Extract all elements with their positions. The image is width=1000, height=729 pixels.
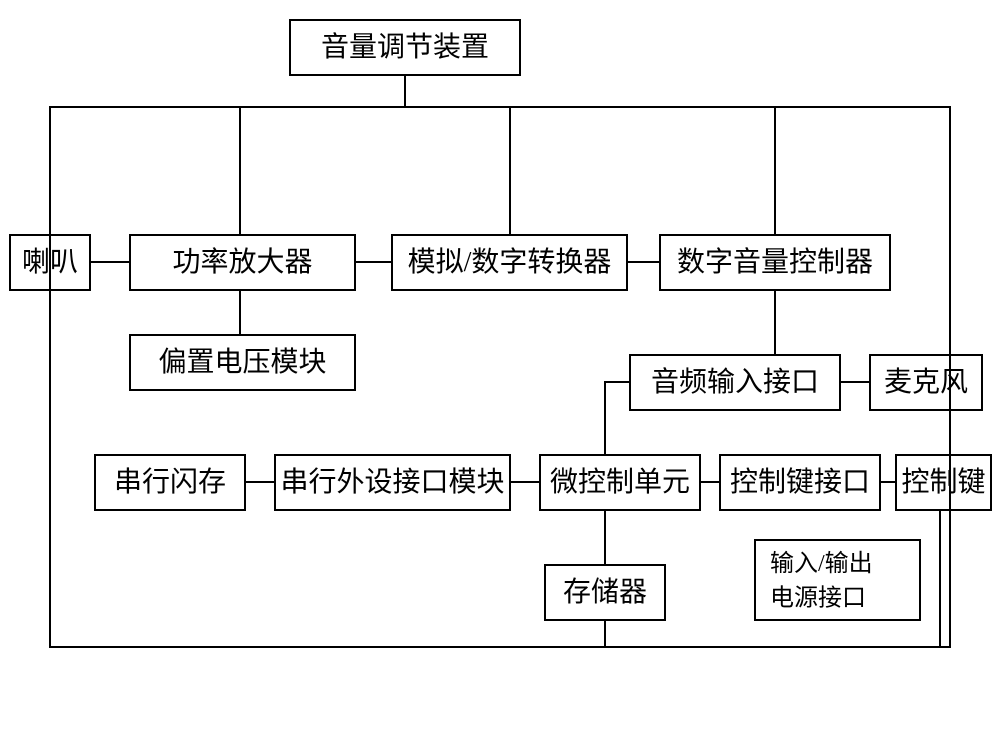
- node-dvc: 数字音量控制器: [660, 235, 890, 290]
- node-memory: 存储器: [545, 565, 665, 620]
- node-spi: 串行外设接口模块: [275, 455, 510, 510]
- node-label: 微控制单元: [550, 466, 690, 498]
- node-label: 存储器: [563, 576, 647, 608]
- node-label: 偏置电压模块: [158, 346, 326, 378]
- node-serial_flash: 串行闪存: [95, 455, 245, 510]
- node-label: 控制键: [901, 466, 985, 498]
- node-volume_device: 音量调节装置: [290, 20, 520, 75]
- node-label: 数字音量控制器: [677, 246, 873, 278]
- node-label: 模拟/数字转换器: [408, 246, 612, 278]
- node-mic: 麦克风: [870, 355, 982, 410]
- block-diagram: 音量调节装置喇叭 功率放大器 模拟/数字转换器 数字音量控制器偏置电压模块音频输入接口…: [0, 0, 1000, 729]
- node-label: 串行闪存: [114, 466, 226, 498]
- node-power_amp: 功率放大器: [130, 235, 355, 290]
- node-adc: 模拟/数字转换器: [392, 235, 627, 290]
- node-label: 功率放大器: [172, 246, 312, 278]
- node-label: 喇叭: [22, 246, 78, 278]
- node-mcu: 微控制单元: [540, 455, 700, 510]
- node-label: 音频输入接口: [651, 366, 819, 398]
- node-label: 串行外设接口模块: [280, 466, 504, 498]
- node-label: 音量调节装置: [321, 31, 489, 63]
- node-label-line1: 输入/输出: [770, 550, 873, 577]
- node-ctrl_key: 控制键: [896, 455, 991, 510]
- nodes-group: 音量调节装置喇叭 功率放大器 模拟/数字转换器 数字音量控制器偏置电压模块音频输入接口…: [10, 20, 991, 620]
- node-label: 麦克风: [884, 366, 968, 398]
- node-label-line2: 电源接口: [770, 585, 866, 612]
- node-io_power: 输入/输出电源接口: [755, 540, 920, 620]
- node-label: 控制键接口: [730, 466, 870, 498]
- node-ctrl_key_if: 控制键接口: [720, 455, 880, 510]
- node-bias: 偏置电压模块: [130, 335, 355, 390]
- node-audio_in: 音频输入接口: [630, 355, 840, 410]
- edge-mcu-to-audio_in: [605, 382, 630, 455]
